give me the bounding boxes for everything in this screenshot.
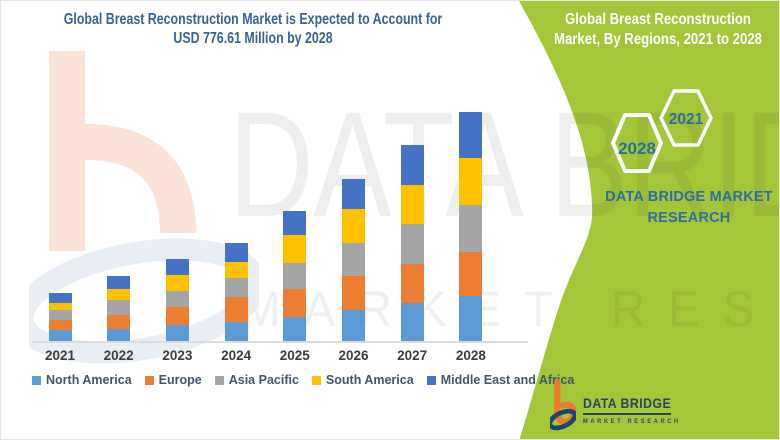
page-title: Global Breast Reconstruction Market is E… (61, 10, 445, 48)
brand-text-line2: RESEARCH (647, 210, 731, 226)
hexagon-2028 (611, 113, 663, 173)
dbmr-logo-text: DATA BRIDGE MARKET RESEARCH (583, 378, 694, 425)
hexagon-2021-label: 2021 (669, 111, 704, 128)
legend-item-asia-pacific: Asia Pacific (214, 373, 299, 387)
legend-item-europe: Europe (144, 373, 202, 387)
legend-swatch-south-america (311, 375, 321, 385)
logo-name: DATA BRIDGE (583, 395, 672, 415)
side-panel-title: Global Breast Reconstruction Market, By … (553, 10, 762, 50)
legend-item-south-america: South America (311, 373, 414, 387)
x-axis-line (32, 341, 528, 343)
side-panel-title-line1: Global Breast Reconstruction (565, 11, 751, 28)
hexagon-2021 (659, 89, 713, 147)
legend-label-middle-east-and-africa: Middle East and Africa (440, 373, 575, 387)
side-panel-title-line2: Market, By Regions, 2021 to 2028 (554, 31, 762, 48)
legend-item-north-america: North America (32, 373, 132, 387)
legend-label-south-america: South America (325, 373, 414, 387)
legend-swatch-europe (144, 375, 154, 385)
legend-label-europe: Europe (158, 373, 202, 387)
legend-swatch-middle-east-and-africa (426, 375, 436, 385)
page-title-line1: Global Breast Reconstruction Market is E… (63, 11, 443, 28)
legend-swatch-asia-pacific (214, 375, 224, 385)
dbmr-logo-b-icon (550, 379, 576, 431)
legend-label-asia-pacific: Asia Pacific (228, 373, 299, 387)
legend-swatch-north-america (32, 375, 41, 385)
hexagon-2028-label: 2028 (618, 139, 656, 158)
page-title-line2: USD 776.61 Million by 2028 (173, 30, 333, 47)
brand-text: DATA BRIDGE MARKET RESEARCH (589, 187, 779, 229)
legend-item-middle-east-and-africa: Middle East and Africa (426, 373, 575, 387)
legend-label-north-america: North America (46, 373, 132, 387)
dbmr-logo: DATA BRIDGE MARKET RESEARCH (550, 378, 694, 432)
brand-text-line1: DATA BRIDGE MARKET (605, 189, 773, 205)
legend: North America Europe Asia Pacific South Ame… (32, 373, 574, 387)
logo-subtitle: MARKET RESEARCH (583, 418, 681, 425)
